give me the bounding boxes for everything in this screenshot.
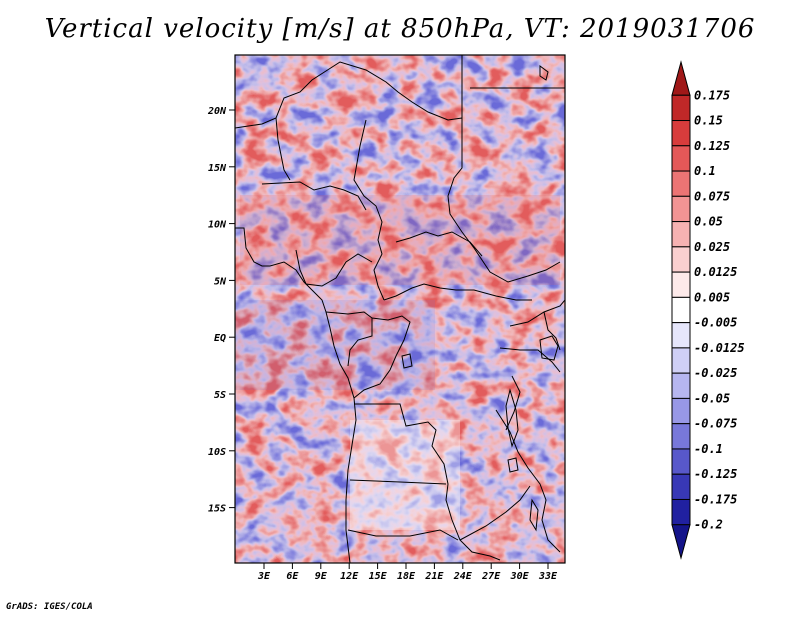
colorbar-swatch	[671, 94, 691, 122]
country-borders	[235, 55, 565, 563]
colorbar-label: 0.0125	[694, 265, 737, 279]
colorbar-label: -0.0125	[694, 341, 745, 355]
lat-tick-label: 5S	[214, 390, 226, 401]
colorbar-swatch	[671, 397, 691, 425]
lon-tick-label: 3E	[257, 571, 271, 582]
lon-tick-label: 21E	[424, 571, 444, 582]
colorbar-swatch	[671, 473, 691, 500]
lon-tick-label: 9E	[315, 571, 328, 582]
map-frame	[234, 54, 566, 564]
lon-tick-label: 24E	[453, 571, 473, 582]
colorbar-label: 0.025	[694, 240, 730, 254]
latitude-axis: 20N 15N 10N 5N EQ 5S 10S 15S	[207, 106, 235, 515]
colorbar-label: 0.15	[694, 114, 723, 128]
map-title: Vertical velocity [m/s] at 850hPa, VT: 2…	[44, 14, 756, 44]
colorbar-swatch	[671, 271, 691, 298]
lon-tick-label: 12E	[340, 571, 359, 582]
colorbar-label: -0.075	[694, 417, 737, 431]
credit-footer: GrADS: IGES/COLA	[6, 602, 93, 612]
lat-tick-label: 20N	[207, 106, 227, 117]
colorbar-swatch	[671, 145, 691, 172]
colorbar-swatch	[671, 120, 691, 147]
colorbar-label: 0.005	[694, 290, 730, 304]
lon-tick-label: 30E	[510, 571, 530, 582]
lon-tick-label: 27E	[481, 571, 501, 582]
colorbar-swatch	[671, 246, 691, 273]
colorbar-label: -0.025	[694, 366, 737, 380]
colorbar-label: -0.1	[694, 442, 723, 456]
colorbar-label: 0.175	[694, 88, 730, 102]
colorbar-label: -0.05	[694, 391, 730, 405]
lat-tick-label: 10N	[208, 220, 227, 231]
colorbar-label: 0.05	[694, 215, 723, 229]
lat-tick-label: 10S	[208, 447, 226, 458]
lat-tick-label: EQ	[214, 333, 226, 344]
colorbar-label: 0.125	[694, 139, 730, 153]
colorbar-swatch	[671, 347, 691, 374]
colorbar-label: -0.125	[694, 467, 737, 481]
lon-tick-label: 15E	[369, 571, 388, 582]
colorbar-label: 0.1	[694, 164, 716, 178]
lat-tick-label: 15N	[208, 163, 227, 174]
colorbar-swatch	[671, 498, 691, 526]
vertical-velocity-field	[235, 55, 565, 563]
colorbar-label: -0.005	[694, 316, 737, 330]
colorbar-label: 0.075	[694, 189, 730, 203]
lon-tick-label: 18E	[397, 571, 416, 582]
colorbar: 0.175 0.15 0.125 0.1 0.075 0.05 0.025 0.0125 0.0…	[671, 60, 745, 560]
colorbar-swatch	[671, 448, 691, 475]
colorbar-swatch	[671, 296, 691, 324]
lat-tick-label: 15S	[208, 504, 226, 515]
colorbar-swatch	[671, 372, 691, 399]
colorbar-label: -0.175	[694, 492, 737, 506]
colorbar-label: -0.2	[694, 518, 723, 532]
colorbar-swatch	[671, 423, 691, 450]
colorbar-swatch	[671, 195, 691, 223]
lon-tick-label: 6E	[286, 571, 299, 582]
colorbar-bottom-triangle	[671, 524, 691, 560]
colorbar-swatch	[671, 170, 691, 197]
colorbar-top-triangle	[671, 60, 691, 96]
lakes	[401, 65, 559, 532]
colorbar-swatch	[671, 221, 691, 248]
longitude-axis: 3E 6E 9E 12E 15E 18E 21E 24E 27E 30E 33E	[257, 563, 558, 582]
colorbar-swatch	[671, 322, 691, 349]
lat-tick-label: 5N	[214, 276, 227, 287]
lon-tick-label: 33E	[538, 571, 558, 582]
